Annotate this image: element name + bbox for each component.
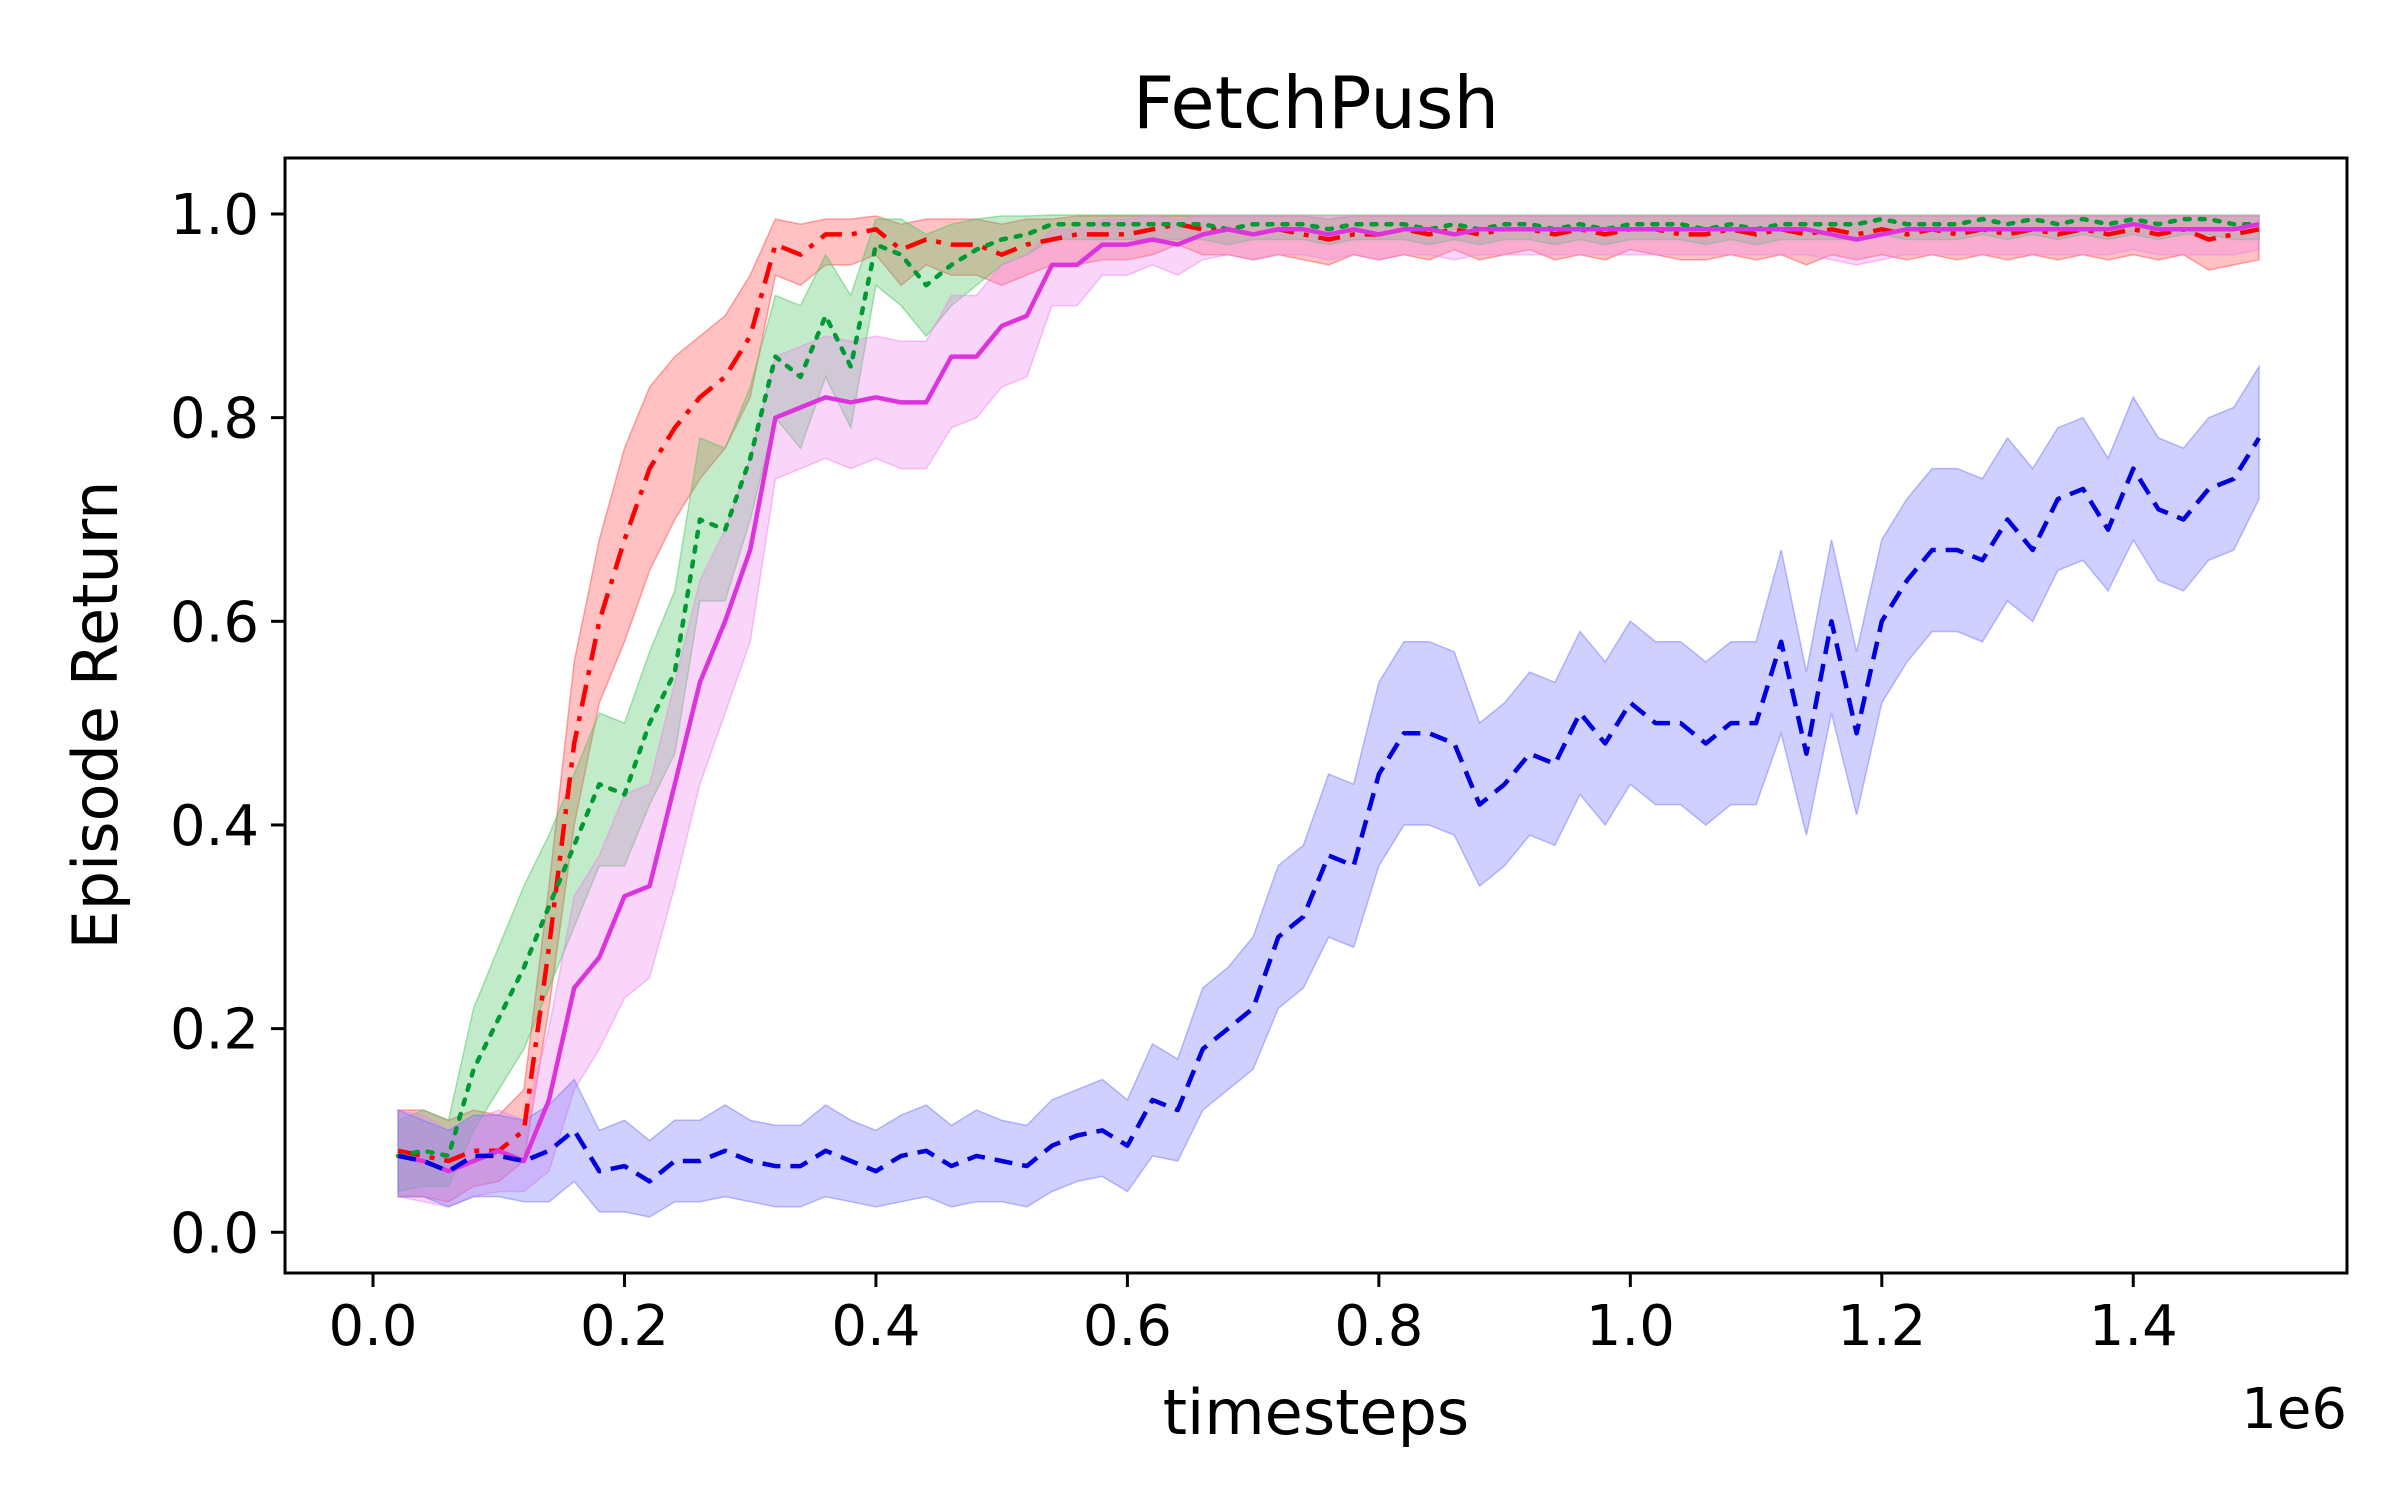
x-axis-ticks: 0.0 0.2 0.4 0.6 0.8 1.0 1.2 1.4 [328,1273,2178,1359]
y-axis-ticks: 0.0 0.2 0.4 0.6 0.8 1.0 [170,183,285,1266]
y-tick-label: 0.2 [170,998,259,1063]
x-tick-label: 1.0 [1586,1294,1675,1359]
x-tick-label: 0.8 [1334,1294,1423,1359]
x-tick-label: 1.2 [1837,1294,1926,1359]
series-0-line [397,221,2260,1164]
series-3-line [397,436,2261,1184]
x-tick-label: 0.0 [328,1294,417,1359]
y-axis-label: Episode Return [59,481,132,950]
x-tick-label: 0.4 [831,1294,920,1359]
x-tick-label: 0.6 [1083,1294,1172,1359]
plot-area [283,156,2349,1275]
x-axis-multiplier: 1e6 [2241,1377,2347,1442]
series-1-line [395,216,2262,1159]
y-tick-label: 0.0 [170,1201,259,1266]
x-axis-label: timesteps [1163,1376,1470,1449]
y-tick-label: 0.6 [170,590,259,655]
series-0-band [397,215,2260,1203]
x-tick-label: 0.2 [580,1294,669,1359]
y-tick-label: 0.8 [170,387,259,452]
x-tick-label: 1.4 [2089,1294,2178,1359]
series-2-band [397,215,2260,1208]
chart-title: FetchPush [1133,61,1499,145]
y-tick-label: 0.4 [170,794,259,859]
series-lines [395,216,2262,1184]
confidence-bands [397,214,2260,1218]
y-tick-label: 1.0 [170,183,259,248]
series-3-band [397,364,2260,1218]
series-2-line [397,221,2260,1174]
